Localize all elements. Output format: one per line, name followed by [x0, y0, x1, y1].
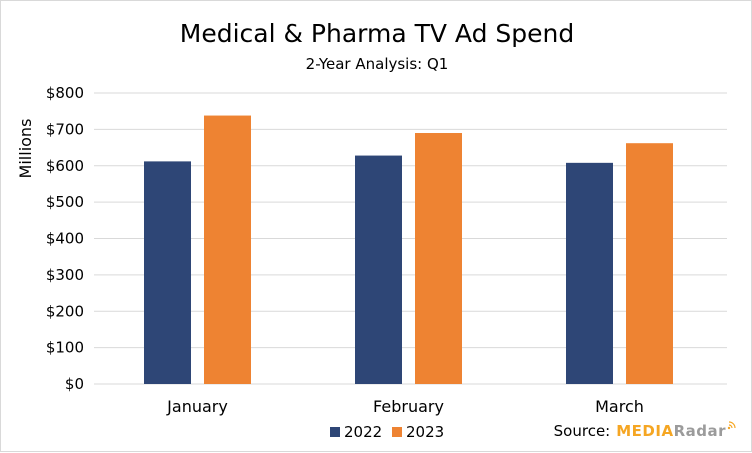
- logo-part-radar: Radar: [673, 422, 726, 440]
- bars: [144, 115, 673, 385]
- y-tick-label: $100: [46, 339, 84, 357]
- bar-2023-january: [204, 115, 251, 385]
- source-label: Source:: [553, 422, 611, 440]
- x-tick-label: March: [595, 397, 644, 416]
- radar-icon: [727, 421, 736, 430]
- chart-subtitle: 2-Year Analysis: Q1: [305, 55, 449, 73]
- y-tick-label: $800: [46, 84, 84, 102]
- bar-2022-january: [144, 161, 191, 384]
- y-tick-label: $400: [46, 230, 84, 248]
- bar-2023-february: [415, 133, 462, 384]
- legend-swatch-2023: [392, 427, 402, 437]
- legend-label-2023: 2023: [406, 423, 444, 441]
- y-tick-label: $300: [46, 266, 84, 284]
- bar-2023-march: [626, 143, 673, 384]
- bar-2022-february: [355, 155, 402, 384]
- source-credit: Source: MEDIARadar: [553, 421, 737, 440]
- gridlines: [94, 92, 727, 385]
- mediaradar-logo: MEDIARadar: [616, 422, 726, 440]
- x-tick-label: February: [373, 397, 444, 416]
- bar-2022-march: [566, 162, 613, 384]
- y-tick-label: $500: [46, 193, 84, 211]
- x-tick-label: January: [166, 397, 228, 416]
- y-tick-label: $700: [46, 120, 84, 138]
- logo-part-media: MEDIA: [616, 422, 674, 440]
- chart-title: Medical & Pharma TV Ad Spend: [179, 19, 575, 48]
- legend-swatch-2022: [330, 427, 340, 437]
- y-axis-label: Millions: [16, 119, 35, 179]
- legend: 2022 2023: [330, 423, 444, 441]
- y-tick-label: $200: [46, 302, 84, 320]
- y-tick-label: $0: [65, 375, 84, 393]
- legend-label-2022: 2022: [344, 423, 382, 441]
- y-tick-label: $600: [46, 157, 84, 175]
- axis-labels: $0 $100 $200 $300 $400 $500 $600 $700 $800 Millio…: [16, 84, 644, 416]
